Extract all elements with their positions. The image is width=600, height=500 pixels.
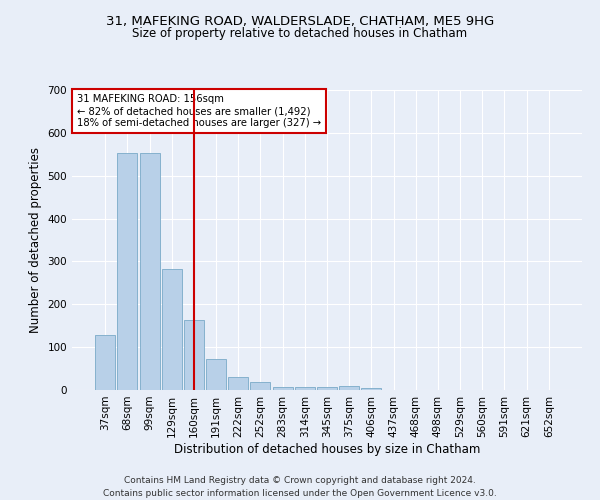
Bar	[339, 386, 359, 390]
Bar	[317, 386, 337, 390]
Bar	[228, 377, 248, 390]
Bar	[162, 268, 182, 390]
Bar	[361, 388, 382, 390]
Bar	[272, 386, 293, 390]
Bar	[140, 153, 160, 390]
Bar	[184, 320, 204, 390]
Bar	[250, 382, 271, 390]
Bar	[95, 335, 115, 390]
Text: Size of property relative to detached houses in Chatham: Size of property relative to detached ho…	[133, 28, 467, 40]
X-axis label: Distribution of detached houses by size in Chatham: Distribution of detached houses by size …	[174, 442, 480, 456]
Bar	[295, 386, 315, 390]
Bar	[118, 153, 137, 390]
Text: 31 MAFEKING ROAD: 156sqm
← 82% of detached houses are smaller (1,492)
18% of sem: 31 MAFEKING ROAD: 156sqm ← 82% of detach…	[77, 94, 321, 128]
Text: 31, MAFEKING ROAD, WALDERSLADE, CHATHAM, ME5 9HG: 31, MAFEKING ROAD, WALDERSLADE, CHATHAM,…	[106, 15, 494, 28]
Text: Contains HM Land Registry data © Crown copyright and database right 2024.
Contai: Contains HM Land Registry data © Crown c…	[103, 476, 497, 498]
Bar	[206, 359, 226, 390]
Y-axis label: Number of detached properties: Number of detached properties	[29, 147, 42, 333]
